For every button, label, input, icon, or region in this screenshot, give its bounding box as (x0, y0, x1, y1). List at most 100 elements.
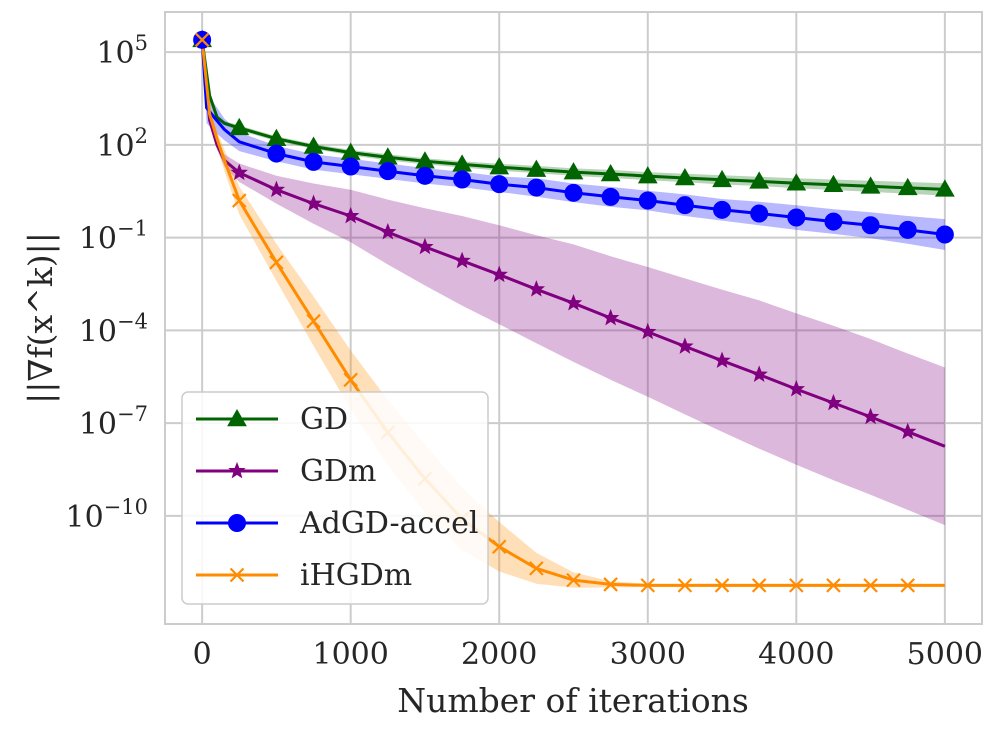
marker-adgd-accel (341, 157, 360, 176)
legend-label: GD (300, 402, 348, 437)
marker-ihgdm (306, 313, 321, 329)
x-tick-label: 3000 (610, 637, 686, 672)
legend-swatch-marker (228, 461, 246, 479)
legend-item-ihgdm: iHGDm (196, 558, 412, 593)
legend-item-adgd-accel: AdGD-accel (196, 506, 478, 541)
marker-gd (749, 171, 770, 189)
marker-gdm (564, 294, 583, 311)
marker-gd (526, 159, 547, 177)
marker-adgd-accel (304, 152, 323, 171)
legend-box (181, 391, 489, 605)
marker-gdm (824, 393, 843, 411)
y-tick-exponent: −4 (117, 309, 148, 333)
marker-ihgdm (343, 372, 358, 388)
marker-gd (786, 173, 807, 191)
y-tick-label: 10−10 (65, 495, 148, 535)
marker-gdm (267, 180, 286, 198)
x-tick-label: 0 (193, 637, 212, 672)
y-tick-base: 10 (79, 314, 117, 349)
marker-ihgdm (529, 561, 544, 576)
marker-gd (229, 117, 250, 136)
x-tick-label: 1000 (313, 637, 389, 672)
y-tick-exponent: −10 (104, 495, 148, 519)
marker-adgd-accel (898, 220, 917, 239)
y-tick-base: 10 (96, 36, 134, 71)
marker-adgd-accel (453, 170, 472, 189)
marker-gdm (527, 280, 546, 297)
marker-adgd-accel (415, 166, 434, 185)
legend-label: iHGDm (300, 558, 412, 593)
legend-swatch-marker (229, 567, 245, 583)
marker-gd (675, 167, 695, 186)
marker-gdm (899, 422, 917, 440)
y-tick-exponent: −1 (117, 217, 148, 241)
marker-gdm (676, 337, 694, 354)
legend-swatch-marker (227, 408, 247, 427)
marker-gd (897, 177, 918, 196)
marker-adgd-accel (713, 200, 732, 219)
y-tick-base: 10 (79, 407, 117, 442)
y-tick-exponent: 5 (135, 31, 148, 55)
marker-gd (860, 176, 881, 194)
legend-item-gdm: GDm (196, 454, 376, 489)
marker-adgd-accel (787, 208, 806, 227)
marker-adgd-accel (601, 187, 620, 206)
y-axis-label: ||∇f(x^k)|| (21, 232, 60, 404)
marker-gd (637, 166, 658, 184)
marker-ihgdm (677, 578, 693, 593)
marker-gdm (453, 251, 471, 269)
y-tick-label: 10−1 (79, 217, 148, 257)
marker-ihgdm (714, 578, 730, 593)
legend-swatch-marker (228, 514, 246, 532)
marker-adgd-accel (935, 225, 954, 244)
marker-gdm (861, 407, 880, 425)
marker-ihgdm (751, 578, 767, 593)
marker-adgd-accel (750, 204, 769, 223)
marker-ihgdm (826, 578, 841, 593)
y-tick-label: 10−7 (79, 402, 148, 442)
marker-ihgdm (603, 577, 618, 592)
y-tick-base: 10 (96, 129, 134, 164)
x-tick-label: 2000 (461, 637, 537, 672)
marker-gd (563, 162, 584, 180)
marker-gd (600, 163, 621, 182)
y-tick-base: 10 (65, 500, 103, 535)
series-markers (192, 29, 955, 593)
legend-label: GDm (300, 454, 376, 489)
marker-gdm (230, 163, 248, 181)
marker-ihgdm (194, 32, 210, 48)
marker-gdm (304, 194, 323, 212)
y-tick-exponent: 2 (135, 124, 148, 148)
marker-ihgdm (900, 578, 916, 593)
marker-ihgdm (863, 578, 878, 593)
marker-gdm (490, 265, 508, 283)
marker-adgd-accel (638, 191, 657, 210)
marker-gdm (416, 237, 434, 255)
marker-adgd-accel (861, 216, 880, 235)
marker-ihgdm (789, 578, 804, 593)
y-tick-label: 105 (96, 31, 148, 71)
marker-ihgdm (491, 539, 507, 555)
marker-ihgdm (640, 578, 656, 593)
x-axis-label: Number of iterations (397, 681, 749, 720)
marker-gdm (787, 379, 806, 397)
plot-frame (164, 11, 983, 625)
marker-adgd-accel (564, 183, 583, 202)
marker-gdm (713, 351, 731, 369)
legend-item-gd: GD (196, 402, 348, 437)
marker-adgd-accel (527, 178, 546, 197)
marker-adgd-accel (824, 212, 843, 231)
marker-adgd-accel (490, 175, 509, 194)
y-tick-label: 102 (96, 124, 148, 164)
marker-gdm (750, 365, 768, 382)
legend-label: AdGD-accel (299, 506, 478, 541)
marker-gd (489, 157, 510, 175)
y-tick-exponent: −7 (117, 402, 148, 426)
marker-gdm (601, 308, 620, 326)
marker-ihgdm (566, 572, 581, 588)
marker-adgd-accel (378, 162, 397, 181)
band-gdm (202, 38, 945, 526)
x-tick-label: 5000 (907, 637, 983, 672)
legend: GD GDm AdGD-accel iHGDm (181, 391, 489, 605)
